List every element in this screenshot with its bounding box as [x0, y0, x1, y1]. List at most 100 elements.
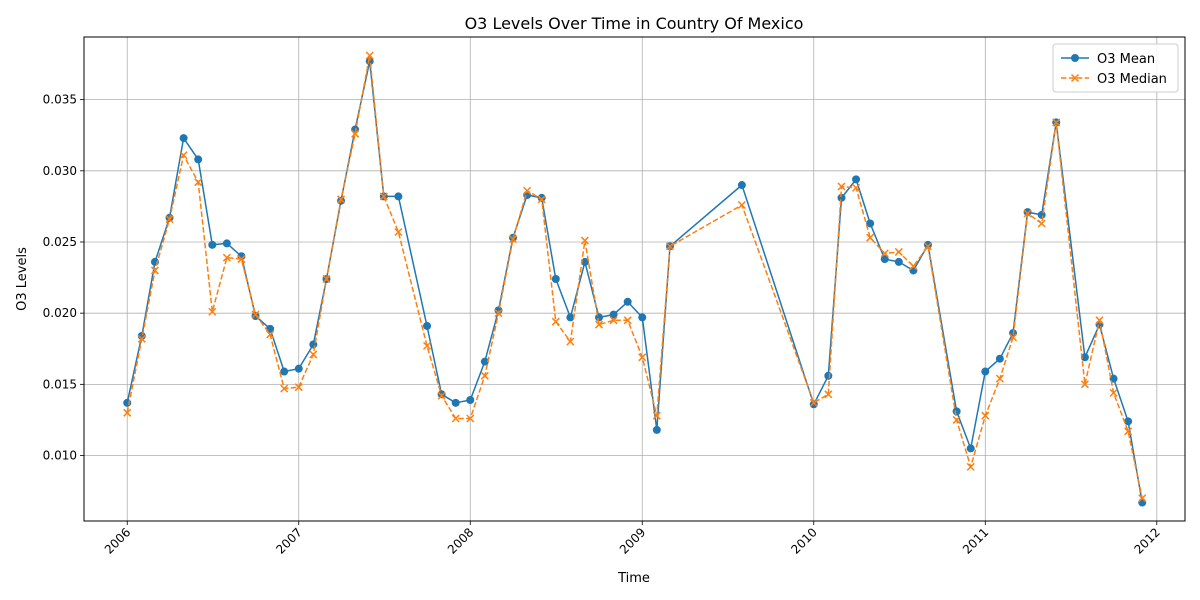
o3-mean-point	[923, 240, 932, 249]
o3-median-point	[866, 233, 875, 242]
y-tick-label: 0.035	[43, 93, 77, 107]
y-tick-label: 0.030	[43, 164, 77, 178]
o3-median-point	[824, 390, 833, 399]
o3-median-point	[1124, 427, 1133, 436]
o3-mean-point	[580, 257, 589, 266]
o3-mean-point	[194, 155, 203, 164]
o3-median-point	[1052, 118, 1061, 127]
o3-mean-point	[451, 398, 460, 407]
o3-mean-point	[880, 255, 889, 264]
o3-mean-point	[1080, 353, 1089, 362]
legend: O3 Mean O3 Median	[1052, 43, 1179, 93]
o3-median-point	[237, 255, 246, 264]
x-tick-label: 2011	[960, 525, 991, 556]
o3-mean-point	[537, 193, 546, 202]
o3-median-series	[123, 51, 1147, 503]
o3-median-point	[880, 249, 889, 258]
x-tick-label: 2006	[102, 525, 133, 556]
o3-median-point	[837, 182, 846, 191]
o3-median-point	[466, 414, 475, 423]
x-tick-label: 2010	[788, 525, 819, 556]
o3-median-point	[1080, 380, 1089, 389]
legend-item-o3-mean: O3 Mean	[1061, 52, 1155, 67]
o3-mean-point	[824, 371, 833, 380]
o3-mean-point	[952, 407, 961, 416]
o3-median-point	[508, 235, 518, 244]
o3-mean-point	[837, 193, 846, 202]
o3-median-point	[365, 51, 374, 60]
o3-median-point	[638, 353, 647, 362]
o3-median-point	[437, 391, 446, 400]
o3-median-point	[251, 310, 260, 319]
o3-median-point	[852, 183, 861, 192]
o3-mean-point	[966, 444, 975, 453]
o3-median-point	[809, 398, 818, 407]
o3-median-point	[537, 195, 546, 204]
o3-median-point	[351, 129, 360, 138]
x-axis-label: Time	[617, 571, 650, 586]
o3-median-point	[150, 266, 159, 275]
y-tick-label: 0.020	[43, 306, 77, 320]
o3-median-point	[551, 317, 560, 326]
o3-median-point	[894, 247, 903, 256]
o3-median-point	[594, 320, 604, 329]
o3-median-point	[194, 178, 203, 187]
o3-median-point	[337, 195, 346, 204]
o3-mean-point	[638, 313, 647, 322]
o3-median-point	[423, 341, 432, 350]
o3-median-point	[280, 384, 289, 393]
o3-median-point	[451, 414, 460, 423]
y-axis-label: O3 Levels	[15, 247, 30, 311]
o3-mean-point	[609, 310, 618, 319]
grid-lines	[84, 37, 1185, 521]
o3-mean-point	[623, 297, 632, 306]
o3-median-point	[494, 309, 503, 318]
x-tick-label: 2012	[1131, 525, 1162, 556]
x-axis: 2006 2007 2008 2009 2010 2011 2012	[102, 521, 1163, 557]
o3-mean-point	[480, 357, 489, 366]
chart-title: O3 Levels Over Time in Country Of Mexico	[465, 14, 804, 33]
o3-median-point	[322, 274, 331, 284]
o3-median-point	[1109, 388, 1118, 397]
o3-median-point	[1138, 494, 1147, 503]
o3-mean-point	[466, 396, 475, 404]
o3-median-point	[165, 215, 174, 224]
o3-mean-series	[123, 57, 1147, 507]
o3-median-point	[222, 253, 231, 262]
o3-mean-point	[551, 275, 560, 283]
o3-median-point	[379, 192, 388, 201]
o3-median-point	[923, 242, 932, 251]
o3-median-point	[566, 337, 575, 346]
o3-mean-point	[737, 181, 746, 190]
o3-mean-point	[294, 364, 303, 373]
o3-mean-point	[423, 321, 432, 330]
o3-median-point	[294, 383, 303, 392]
o3-median-point	[995, 374, 1004, 383]
o3-mean-point	[1023, 208, 1032, 217]
o3-median-point	[1023, 209, 1032, 218]
o3-median-point	[952, 415, 961, 424]
y-tick-label: 0.015	[43, 377, 77, 391]
o3-median-point	[580, 236, 589, 245]
legend-marker	[1071, 54, 1079, 62]
o3-median-point	[609, 316, 618, 325]
o3-mean-point	[208, 240, 217, 249]
o3-mean-point	[1037, 210, 1046, 219]
o3-median-point	[737, 200, 746, 210]
o3-mean-point	[866, 219, 875, 228]
o3-mean-point	[995, 354, 1004, 363]
o3-median-point	[665, 242, 675, 251]
o3-mean-point	[981, 367, 990, 376]
o3-median-point	[309, 350, 318, 359]
o3-mean-point	[894, 257, 903, 266]
o3-mean-line	[126, 60, 1143, 503]
o3-mean-point	[1124, 417, 1133, 426]
legend-label: O3 Median	[1097, 72, 1167, 87]
o3-mean-point	[394, 192, 403, 201]
legend-box	[1052, 43, 1179, 93]
o3-mean-point	[494, 306, 503, 315]
o3-median-point	[523, 186, 532, 195]
y-tick-label: 0.010	[43, 449, 77, 463]
o3-median-point	[394, 227, 403, 237]
o3-mean-point	[652, 425, 661, 434]
